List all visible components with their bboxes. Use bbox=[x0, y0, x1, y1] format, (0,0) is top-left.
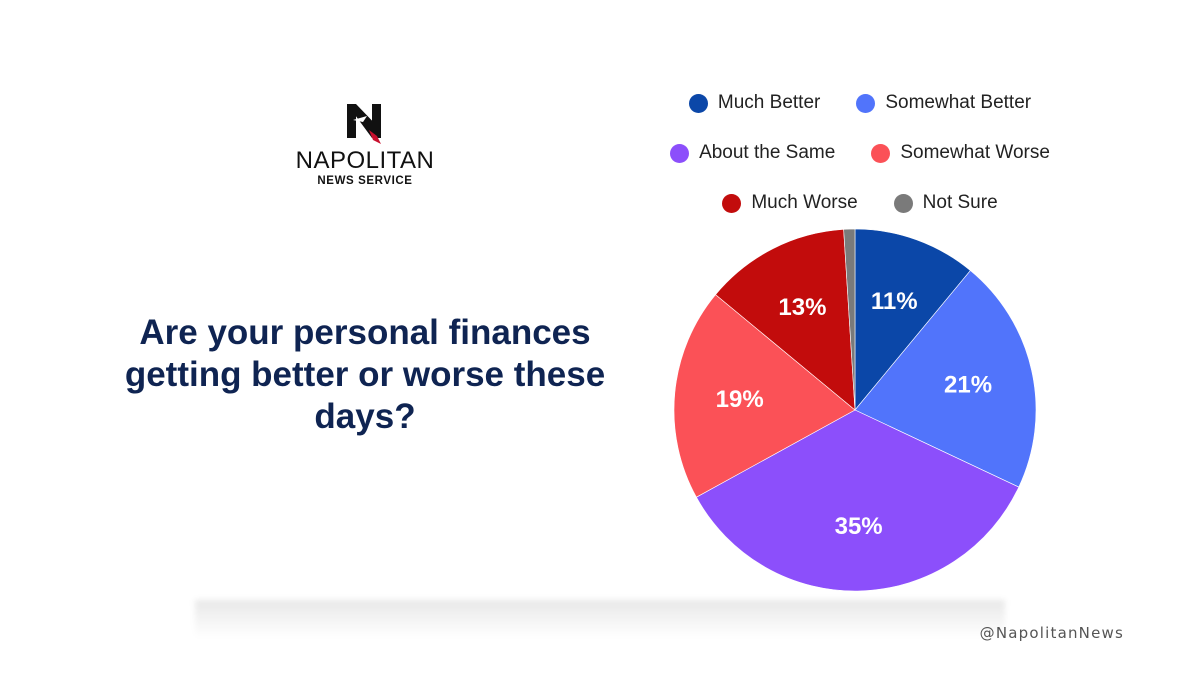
card-shadow bbox=[195, 600, 1005, 638]
pie-slice-somewhat-better bbox=[854, 270, 1037, 488]
legend-swatch bbox=[722, 193, 742, 213]
chart-title: Are your personal finances getting bette… bbox=[124, 313, 606, 436]
legend-row: About the Same Somewhat Worse bbox=[640, 128, 1080, 178]
slice-label-much-worse: 13% bbox=[778, 294, 826, 321]
slice-label-somewhat-better: 21% bbox=[944, 372, 992, 399]
legend-swatch bbox=[893, 193, 913, 213]
pie-slice-much-worse bbox=[715, 229, 856, 411]
legend-item-somewhat-better: Somewhat Better bbox=[856, 92, 1031, 114]
legend-item-much-worse: Much Worse bbox=[722, 192, 858, 214]
legend-label: Somewhat Better bbox=[885, 92, 1032, 113]
pie-slice-somewhat-worse bbox=[673, 294, 856, 498]
slice-label-somewhat-worse: 19% bbox=[716, 386, 764, 413]
legend-swatch bbox=[856, 93, 876, 113]
slice-label-much-better: 11% bbox=[871, 288, 918, 315]
legend-item-not-sure: Not Sure bbox=[893, 192, 998, 214]
pie-slice-about-the-same bbox=[695, 409, 1020, 592]
legend-item-somewhat-worse: Somewhat Worse bbox=[871, 142, 1050, 164]
logo-brand-text: NAPOLITAN bbox=[295, 147, 435, 174]
legend-item-about-the-same: About the Same bbox=[670, 142, 835, 164]
pie-slice-not-sure bbox=[843, 228, 856, 411]
legend-swatch bbox=[871, 143, 891, 163]
social-handle: @NapolitanNews bbox=[979, 624, 1124, 642]
slice-label-about-the-same: 35% bbox=[835, 513, 883, 540]
legend-label: Much Better bbox=[717, 92, 821, 113]
legend-item-much-better: Much Better bbox=[688, 92, 821, 114]
chart-legend: Much Better Somewhat Better About the Sa… bbox=[640, 78, 1080, 228]
legend-label: About the Same bbox=[699, 142, 836, 163]
legend-label: Not Sure bbox=[922, 192, 998, 213]
legend-swatch bbox=[688, 93, 708, 113]
legend-row: Much Worse Not Sure bbox=[640, 178, 1080, 228]
legend-label: Much Worse bbox=[751, 192, 858, 213]
napolitan-n-logo-icon bbox=[347, 104, 381, 144]
legend-row: Much Better Somewhat Better bbox=[640, 78, 1080, 128]
pie-slice-much-better bbox=[854, 228, 971, 411]
pie-chart: 11% 21% 35% 19% 13% bbox=[673, 228, 1037, 592]
napolitan-logo: NAPOLITAN NEWS SERVICE bbox=[285, 100, 445, 200]
legend-label: Somewhat Worse bbox=[900, 142, 1050, 163]
legend-swatch bbox=[670, 143, 690, 163]
logo-subtitle-text: NEWS SERVICE bbox=[317, 175, 413, 187]
